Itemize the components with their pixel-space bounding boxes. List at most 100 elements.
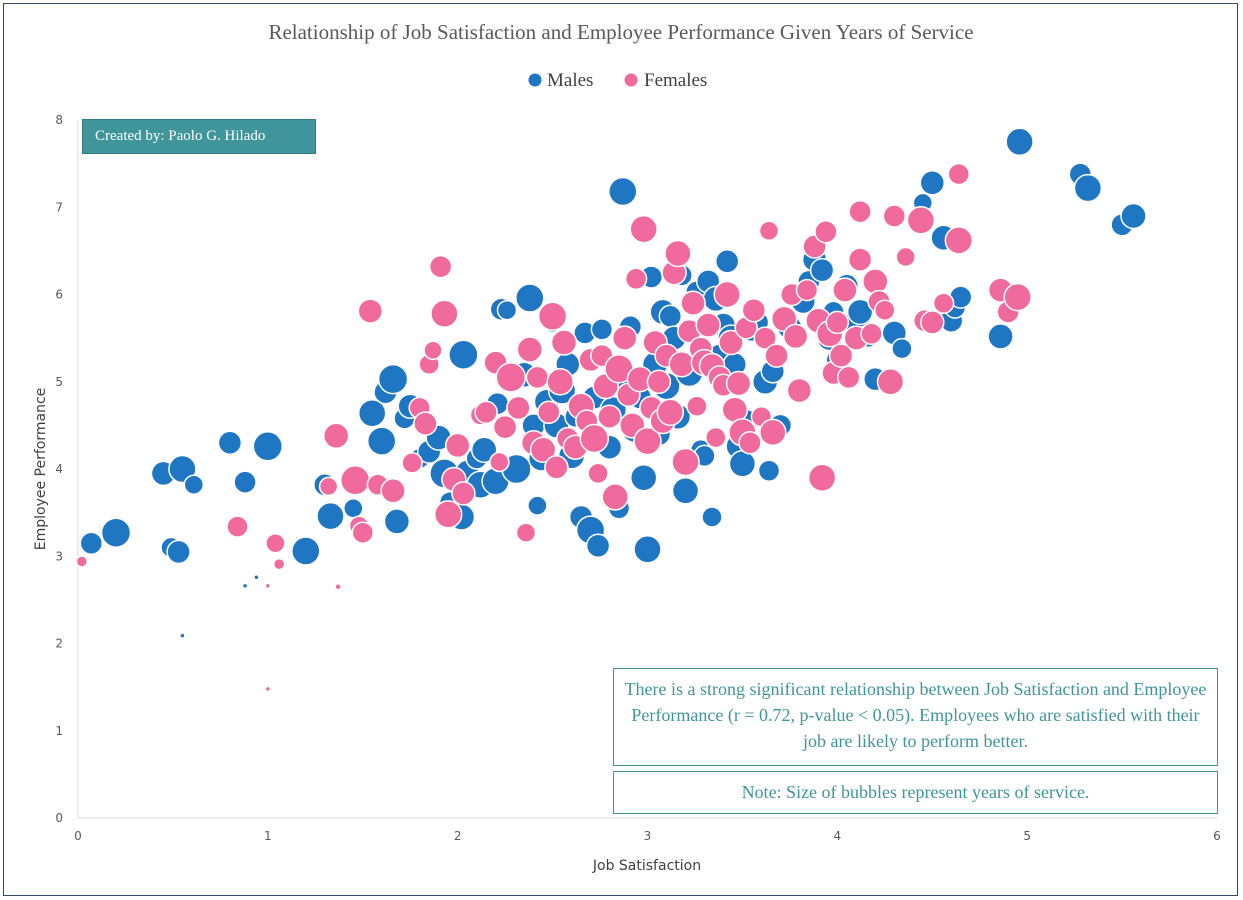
bubble-females bbox=[423, 340, 443, 361]
bubble-females bbox=[895, 246, 916, 268]
bubble-females bbox=[339, 465, 371, 496]
bubble-females bbox=[947, 162, 971, 186]
bubble-females bbox=[874, 299, 896, 321]
bubble-males bbox=[987, 323, 1014, 350]
bubble-females bbox=[380, 478, 406, 504]
bubble-females bbox=[587, 462, 609, 485]
bubble-females bbox=[264, 582, 272, 590]
bubble-females bbox=[75, 555, 89, 568]
bubble-males bbox=[629, 463, 658, 492]
bubble-males bbox=[757, 459, 781, 482]
bubble-females bbox=[272, 557, 286, 571]
bubble-females bbox=[226, 515, 249, 538]
bubble-males bbox=[527, 495, 548, 516]
x-tick-label: 5 bbox=[1023, 829, 1031, 843]
bubble-females bbox=[741, 297, 767, 323]
bubble-females bbox=[357, 298, 384, 324]
bubble-males bbox=[846, 298, 874, 326]
bubble-males bbox=[728, 450, 757, 478]
bubble-males bbox=[179, 632, 186, 639]
y-tick-labels: 0 1 2 3 4 5 6 7 8 bbox=[55, 113, 63, 825]
legend-label-males: Males bbox=[547, 70, 593, 91]
bubble-males bbox=[809, 257, 835, 283]
y-tick-label: 0 bbox=[55, 811, 63, 825]
bubble-females bbox=[611, 325, 638, 351]
bubble-females bbox=[705, 426, 727, 449]
bubble-males bbox=[357, 398, 387, 428]
bubble-females bbox=[782, 323, 809, 350]
bubble-males bbox=[377, 363, 409, 395]
y-tick-label: 6 bbox=[55, 288, 63, 302]
bubble-males bbox=[252, 431, 284, 462]
bubble-females bbox=[680, 290, 706, 316]
bubble-females bbox=[906, 206, 936, 235]
y-tick-label: 8 bbox=[55, 113, 63, 127]
bubble-females bbox=[601, 483, 629, 511]
x-axis-title: Job Satisfaction bbox=[592, 858, 701, 874]
bubble-males bbox=[515, 283, 545, 313]
bubble-females bbox=[664, 239, 692, 268]
bubble-females bbox=[537, 400, 561, 425]
bubble-males bbox=[291, 536, 321, 566]
bubble-females bbox=[759, 418, 787, 447]
bubble-females bbox=[451, 481, 476, 506]
bubble-females bbox=[828, 343, 854, 368]
y-axis-title: Employee Performance bbox=[33, 388, 49, 551]
bubble-females bbox=[624, 267, 648, 291]
bubble-females bbox=[825, 310, 850, 335]
x-tick-labels: 0 1 2 3 4 5 6 bbox=[74, 829, 1221, 843]
x-tick-label: 1 bbox=[264, 829, 272, 843]
bubble-females bbox=[351, 521, 375, 544]
x-tick-label: 0 bbox=[74, 829, 82, 843]
bubble-females bbox=[646, 369, 672, 395]
y-tick-label: 7 bbox=[55, 200, 63, 214]
bubble-males bbox=[633, 535, 662, 564]
bubble-females bbox=[474, 400, 498, 425]
x-tick-label: 4 bbox=[834, 829, 842, 843]
credit-label: Created by: Paolo G. Hilado bbox=[82, 119, 316, 154]
bubble-females bbox=[920, 310, 945, 335]
bubble-females bbox=[492, 414, 518, 440]
bubble-males bbox=[701, 506, 723, 528]
y-tick-label: 1 bbox=[55, 724, 63, 738]
bubble-males bbox=[496, 299, 518, 321]
bubble-males bbox=[891, 337, 913, 360]
y-tick-label: 5 bbox=[55, 375, 63, 389]
bubble-males bbox=[217, 430, 243, 456]
bubble-males bbox=[233, 470, 257, 494]
x-tick-label: 2 bbox=[454, 829, 462, 843]
bubble-females bbox=[265, 532, 286, 554]
legend: Males Females bbox=[528, 70, 707, 91]
series-males bbox=[79, 127, 1147, 639]
bubble-females bbox=[489, 451, 510, 473]
bubble-females bbox=[695, 312, 721, 338]
bubble-females bbox=[758, 220, 780, 242]
bubble-females bbox=[544, 455, 569, 480]
bubble-females bbox=[836, 365, 861, 390]
bubble-females bbox=[847, 247, 873, 272]
bubble-males bbox=[671, 477, 700, 505]
bubble-females bbox=[537, 301, 568, 332]
bubble-females bbox=[656, 398, 685, 427]
bubble-males bbox=[183, 474, 205, 495]
bubble-females bbox=[413, 411, 438, 436]
bubble-females bbox=[495, 362, 527, 393]
bubble-females bbox=[862, 268, 889, 295]
bubble-females bbox=[444, 432, 471, 459]
bubble-females bbox=[718, 329, 744, 356]
bubble-females bbox=[264, 685, 272, 693]
bubble-females bbox=[848, 199, 872, 224]
bubble-males bbox=[79, 531, 104, 555]
y-tick-label: 2 bbox=[55, 637, 63, 651]
bubble-males bbox=[1073, 173, 1103, 203]
bubble-males bbox=[714, 249, 740, 274]
bubble-females bbox=[738, 431, 762, 455]
bubble-females bbox=[814, 219, 838, 244]
bubble-females bbox=[764, 343, 789, 368]
bubble-females bbox=[932, 292, 955, 314]
chart-title: Relationship of Job Satisfaction and Emp… bbox=[268, 20, 973, 44]
bubble-males bbox=[343, 498, 364, 519]
y-tick-label: 3 bbox=[55, 549, 63, 563]
bubble-females bbox=[546, 368, 574, 396]
